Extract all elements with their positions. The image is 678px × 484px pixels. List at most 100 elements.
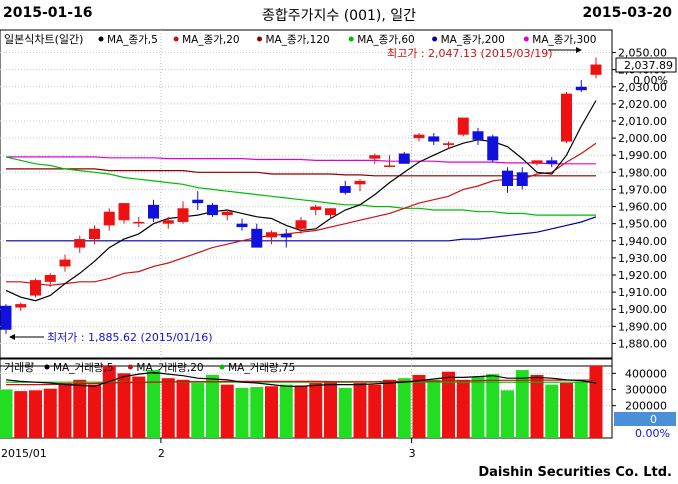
legend-swatch bbox=[44, 364, 50, 370]
volume-bar bbox=[324, 382, 337, 438]
volume-bar bbox=[147, 370, 160, 438]
volume-bar bbox=[486, 374, 500, 438]
volume-bar bbox=[191, 383, 205, 438]
volume-bar bbox=[501, 390, 514, 438]
volume-bar bbox=[294, 385, 308, 438]
volume-bar bbox=[117, 373, 131, 438]
volume-bar bbox=[442, 371, 455, 438]
volume-bar bbox=[456, 379, 470, 438]
volume-bar bbox=[235, 387, 249, 438]
candle-body bbox=[502, 170, 513, 187]
candle-body bbox=[89, 228, 100, 240]
price-tick-label: 1,950.00 bbox=[618, 218, 667, 231]
legend-entry: MA_거래량,20 bbox=[136, 362, 203, 374]
candle-body bbox=[472, 131, 484, 140]
candle-body bbox=[369, 155, 381, 159]
start-date-label: 2015-01-16 bbox=[3, 5, 93, 21]
volume-bar bbox=[545, 384, 559, 438]
legend-entry: MA_종가,300 bbox=[532, 34, 596, 46]
ma20-line bbox=[6, 142, 597, 286]
legend-entry: MA_거래량,5 bbox=[53, 362, 114, 374]
volume-bar bbox=[206, 374, 219, 438]
candle-body bbox=[546, 160, 558, 164]
ma300-line bbox=[6, 156, 596, 165]
high-annotation: 최고가 : 2,047.13 (2015/03/19) bbox=[387, 47, 553, 60]
candle-body bbox=[516, 172, 528, 187]
candle-body bbox=[148, 204, 159, 219]
volume-bar bbox=[574, 381, 588, 438]
legend-entry: MA_종가,120 bbox=[266, 34, 330, 46]
price-tick-label: 2,010.00 bbox=[618, 115, 667, 128]
low-annotation: 최저가 : 1,885.62 (2015/01/16) bbox=[47, 331, 213, 344]
price-tick-label: 2,050.00 bbox=[618, 47, 667, 60]
candle-body bbox=[325, 208, 336, 216]
ma200-line bbox=[6, 216, 597, 242]
candle-body bbox=[339, 186, 351, 193]
candle-body bbox=[487, 136, 499, 161]
legend-entry: MA_종가,20 bbox=[182, 34, 240, 46]
ma60-line bbox=[5, 156, 596, 216]
vol-ma5-line bbox=[5, 371, 597, 387]
price-tick-label: 1,960.00 bbox=[618, 201, 667, 214]
chart-title: 종합주가지수 (001), 일간 bbox=[261, 8, 417, 24]
volume-bar bbox=[515, 370, 529, 438]
candle-body bbox=[575, 86, 587, 91]
candle-body bbox=[192, 199, 204, 204]
volume-bar bbox=[589, 365, 603, 438]
candle-body bbox=[443, 143, 454, 145]
volume-bar bbox=[102, 365, 116, 438]
volume-bar bbox=[397, 378, 411, 438]
candle-body bbox=[354, 180, 366, 185]
volume-bar bbox=[279, 384, 293, 438]
volume-bar bbox=[220, 384, 234, 438]
candle-body bbox=[398, 153, 410, 164]
volume-bar bbox=[58, 383, 72, 438]
price-tick-label: 1,880.00 bbox=[618, 337, 667, 350]
volume-tick-label: 200000 bbox=[625, 400, 667, 413]
candle-body bbox=[59, 259, 71, 267]
candle-body bbox=[44, 275, 56, 282]
last-volume-label: 0 bbox=[650, 413, 657, 426]
candle-body bbox=[15, 304, 27, 308]
candle-body bbox=[236, 223, 248, 228]
price-tick-label: 1,990.00 bbox=[618, 149, 667, 162]
volume-bar bbox=[14, 391, 28, 438]
candle-body bbox=[221, 211, 233, 216]
candle-body bbox=[413, 134, 425, 139]
volume-bar bbox=[250, 387, 264, 438]
candle-body bbox=[118, 203, 130, 221]
candle-body bbox=[266, 232, 277, 238]
price-tick-label: 1,930.00 bbox=[618, 252, 667, 265]
candle-body bbox=[384, 165, 395, 167]
last-price-label: 2,037.89 bbox=[624, 59, 673, 72]
legend-swatch bbox=[523, 36, 529, 42]
price-panel-frame bbox=[0, 29, 613, 367]
legend-swatch bbox=[257, 36, 262, 42]
candle-body bbox=[280, 233, 292, 238]
price-tick-label: 2,000.00 bbox=[618, 132, 667, 145]
volume-bar bbox=[471, 376, 485, 438]
candle-body bbox=[590, 64, 602, 75]
volume-bar bbox=[530, 374, 544, 438]
legend-entry: MA_거래량,75 bbox=[228, 362, 295, 374]
volume-bar bbox=[383, 379, 396, 438]
volume-bar bbox=[368, 384, 382, 438]
candle-body bbox=[133, 221, 145, 224]
price-legend-title: 일본식차트(일간) bbox=[4, 32, 83, 46]
candle-body bbox=[561, 93, 572, 142]
candle-body bbox=[428, 136, 440, 142]
footer-brand: Daishin Securities Co. Ltd. bbox=[478, 465, 672, 480]
low-annotation-arrow bbox=[9, 334, 15, 340]
volume-bar bbox=[427, 379, 441, 438]
candle-body bbox=[457, 117, 469, 135]
volume-bar bbox=[132, 376, 146, 438]
volume-bar bbox=[0, 389, 13, 438]
price-tick-label: 1,970.00 bbox=[618, 183, 667, 196]
candle-body bbox=[162, 220, 174, 224]
volume-change-label: 0.00% bbox=[635, 427, 670, 440]
candle-body bbox=[207, 204, 218, 216]
price-tick-label: 1,910.00 bbox=[618, 286, 667, 299]
volume-tick-label: 300000 bbox=[625, 383, 667, 396]
candle-body bbox=[177, 208, 189, 222]
volume-bar bbox=[73, 379, 87, 438]
